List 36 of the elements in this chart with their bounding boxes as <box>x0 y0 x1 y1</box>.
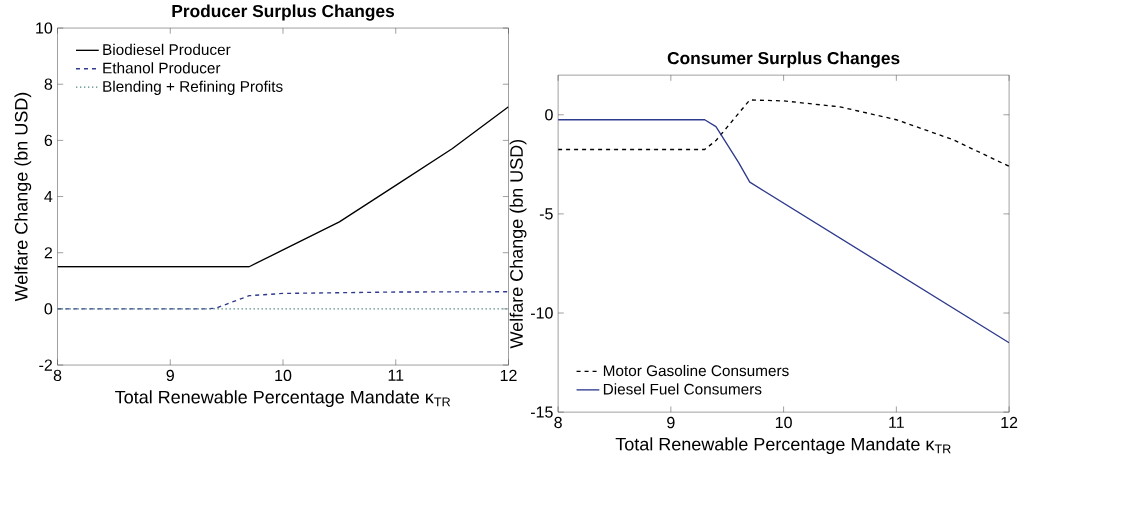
y-tick-label: 6 <box>44 134 53 146</box>
line-series <box>57 105 509 268</box>
x-tick-label: 9 <box>166 369 174 382</box>
y-tick-label: -5 <box>539 208 553 220</box>
x-tick-label: 10 <box>775 416 792 429</box>
y-tick-label: 0 <box>44 303 53 315</box>
y-tick-label: 8 <box>44 78 53 90</box>
legend-label: Motor Gasoline Consumers <box>603 364 789 377</box>
x-tick-label: 8 <box>554 416 562 429</box>
legend-label: Diesel Fuel Consumers <box>603 383 762 395</box>
chart-title: Producer Surplus Changes <box>172 4 395 21</box>
x-tick-label: 12 <box>500 369 517 381</box>
y-axis-title: Welfare Change (bn USD) <box>14 92 32 302</box>
x-axis-title: Total Renewable Percentage Mandate κ$_{TR}$ <box>115 390 451 407</box>
y-tick-label: 2 <box>44 247 52 259</box>
line-series <box>57 291 509 310</box>
x-tick-label: 11 <box>889 416 904 428</box>
y-tick-label: 0 <box>545 109 553 121</box>
legend-label: Biodiesel Producer <box>103 43 231 55</box>
y-tick-label: -15 <box>530 406 553 418</box>
x-tick-label: 9 <box>667 416 675 429</box>
legend-label: Ethanol Producer <box>103 62 221 74</box>
x-tick-label: 11 <box>388 369 404 381</box>
chart-title: Consumer Surplus Changes <box>667 51 900 68</box>
x-axis-title: Total Renewable Percentage Mandate κ$_{TR}$ <box>615 437 951 455</box>
legend-label: Blending + Refining Profits <box>103 80 283 95</box>
x-tick-label: 10 <box>275 369 292 382</box>
line-series <box>558 99 1010 167</box>
x-tick-label: 12 <box>1001 416 1018 428</box>
line-series <box>558 119 1010 344</box>
y-tick-label: -2 <box>39 359 52 371</box>
y-axis-title: Welfare Change (bn USD) <box>509 139 527 349</box>
y-tick-label: 10 <box>36 22 53 34</box>
x-tick-label: 8 <box>53 369 62 382</box>
y-tick-label: -10 <box>530 307 553 319</box>
y-tick-label: 4 <box>44 190 53 202</box>
